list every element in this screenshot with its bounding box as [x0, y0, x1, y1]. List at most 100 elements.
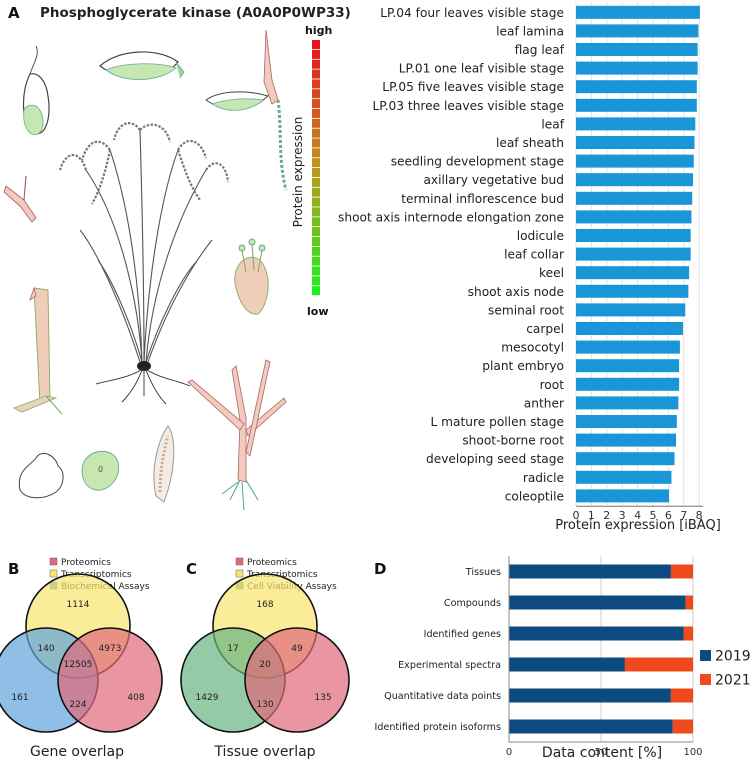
bar-chart-category-label: terminal inflorescence bud	[401, 192, 564, 206]
bar-chart-category-label: coleoptile	[505, 489, 564, 503]
stacked-chart-bars	[509, 564, 693, 734]
bar-chart-x-tick-label: 0	[573, 509, 580, 522]
color-scale-step	[312, 276, 320, 286]
bar-chart-category-label: LP.04 four leaves visible stage	[380, 6, 564, 20]
stacked-chart-bar-segment	[683, 626, 693, 641]
color-scale-step	[312, 59, 320, 69]
venn-region-count: 135	[314, 693, 331, 703]
bar-chart-category-label: shoot axis node	[468, 285, 564, 299]
bar-chart-bar	[576, 433, 677, 447]
color-scale-step	[312, 158, 320, 168]
venn-region-count: 49	[291, 644, 303, 654]
venn-legend-swatch	[235, 557, 244, 566]
bar-chart-bar	[576, 229, 691, 242]
bar-chart-category-label: leaf sheath	[496, 136, 564, 150]
bar-chart-bars	[576, 5, 700, 503]
color-scale-step	[312, 69, 320, 79]
venn-circle-proteomics	[57, 627, 163, 733]
bar-chart-category-label: plant embryo	[482, 359, 564, 373]
venn-region-count: 130	[256, 700, 273, 710]
rice-plant-illustration	[58, 122, 230, 405]
bar-chart-x-tick-label: 7	[680, 509, 687, 522]
color-scale-step	[312, 99, 320, 109]
bar-chart-category-label: developing seed stage	[426, 452, 564, 466]
stem-node-illustration	[3, 175, 37, 223]
bar-chart-category-label: flag leaf	[515, 43, 565, 57]
color-scale-step	[312, 118, 320, 128]
stacked-chart-legend-label: 2019	[715, 649, 751, 665]
panel-a: A Phosphoglycerate kinase (A0A0P0WP33) h…	[3, 4, 351, 511]
bar-chart-x-tick-label: 6	[665, 509, 672, 522]
panel-c: C ProteomicsTranscriptomicsCell Viabilit…	[180, 557, 350, 760]
bar-chart-bar	[576, 98, 697, 112]
bar-chart-bar	[576, 284, 689, 298]
seedling-illustration	[187, 359, 287, 511]
venn-region-count: 4973	[99, 644, 122, 654]
stacked-chart-category-label: Identified genes	[424, 629, 501, 640]
stacked-chart-category-label: Experimental spectra	[398, 660, 501, 671]
bar-chart-bar	[576, 340, 680, 354]
stacked-chart-x-tick-label: 50	[595, 747, 608, 758]
venn-legend-swatch	[49, 569, 58, 578]
bar-chart-category-labels: LP.04 four leaves visible stage leaf lami…	[338, 6, 565, 504]
venn-region-count: 12505	[64, 660, 93, 670]
bar-chart-category-label: shoot-borne root	[462, 434, 564, 448]
venn-circle-proteomics	[244, 627, 350, 733]
bar-chart-bar	[576, 173, 693, 187]
color-scale	[312, 40, 320, 296]
color-scale-step	[312, 138, 320, 148]
color-scale-step	[312, 108, 320, 118]
venn-b-diagram: 1114 161 408 140 4973 224 12505	[0, 573, 163, 733]
color-scale-step	[312, 236, 320, 246]
panel-a-title: Phosphoglycerate kinase (A0A0P0WP33)	[40, 5, 351, 21]
stacked-chart-bar-segment	[670, 564, 693, 579]
venn-region-count: 168	[256, 600, 273, 610]
venn-legend-swatch	[49, 557, 58, 566]
bar-chart-category-label: keel	[539, 266, 564, 280]
bar-chart-category-label: leaf lamina	[496, 24, 564, 38]
green-seed-illustration: 0	[81, 450, 120, 491]
color-scale-step	[312, 49, 320, 59]
panel-a-letter: A	[8, 4, 20, 22]
color-scale-step	[312, 286, 320, 296]
bar-chart-x-tick-label: 2	[603, 509, 610, 522]
bar-chart-bar	[576, 396, 679, 410]
bar-chart-category-label: axillary vegetative bud	[423, 173, 564, 187]
seed-illustration-1	[22, 45, 50, 136]
stacked-chart-x-tick-label: 0	[506, 747, 512, 758]
bar-chart-bar	[576, 266, 690, 280]
bar-chart-bar	[576, 452, 675, 466]
panel-c-letter: C	[186, 560, 197, 578]
color-scale-step	[312, 168, 320, 178]
bar-chart-bar	[576, 191, 693, 205]
stacked-chart-bar-segment	[509, 595, 686, 610]
panel-b: B ProteomicsTranscriptomicsBiochemical A…	[0, 557, 163, 760]
bar-chart-x-tick-label: 3	[619, 509, 626, 522]
venn-legend-swatch	[235, 569, 244, 578]
venn-region-count: 17	[227, 644, 238, 654]
stacked-chart-legend: 2019 2021	[700, 649, 751, 689]
bar-chart-category-label: leaf	[541, 117, 564, 131]
embryo-illustration	[18, 453, 64, 499]
stacked-chart-gridlines	[508, 556, 694, 742]
bar-chart-category-label: LP.03 three leaves visible stage	[372, 99, 564, 113]
color-scale-step	[312, 246, 320, 256]
bar-chart-bar	[576, 136, 695, 149]
stacked-chart-category-label: Quantitative data points	[384, 691, 501, 702]
stacked-chart-x-tick-label: 100	[683, 747, 702, 758]
stacked-chart-category-labels: Tissues Compounds Identified genes Experime…	[375, 567, 501, 733]
bar-chart-category-label: LP.01 one leaf visible stage	[399, 62, 564, 76]
bar-chart-category-label: shoot axis internode elongation zone	[338, 210, 564, 224]
bar-chart-bar	[576, 154, 694, 168]
leaf-sheath-illustration	[13, 286, 63, 415]
bar-chart-bar	[576, 489, 670, 503]
color-scale-step	[312, 197, 320, 207]
expression-bar-chart: LP.04 four leaves visible stage leaf lami…	[338, 2, 721, 533]
plant-illustrations: 0	[3, 29, 288, 511]
flag-leaf-illustration	[205, 29, 288, 191]
bar-chart-bar	[576, 322, 683, 335]
seed-digit: 0	[98, 465, 103, 474]
panel-b-letter: B	[8, 560, 19, 578]
venn-region-count: 1429	[196, 693, 219, 703]
